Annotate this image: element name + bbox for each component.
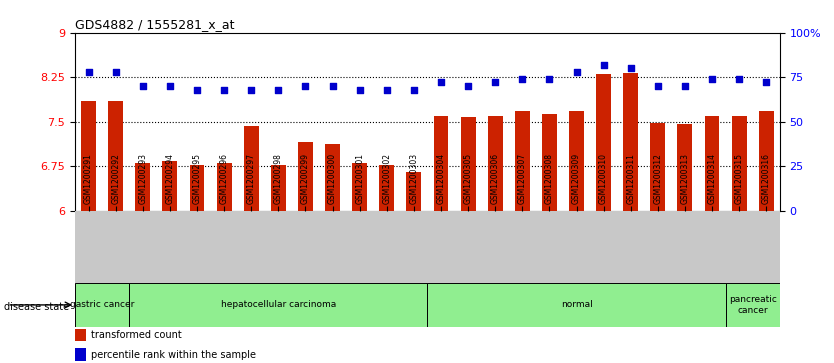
Point — [163, 83, 177, 89]
FancyBboxPatch shape — [428, 283, 726, 327]
Text: GDS4882 / 1555281_x_at: GDS4882 / 1555281_x_at — [75, 19, 234, 32]
Bar — [81, 101, 96, 211]
Text: pancreatic
cancer: pancreatic cancer — [729, 295, 776, 315]
Point — [760, 79, 773, 85]
Bar — [189, 166, 204, 211]
Bar — [75, 329, 86, 341]
Point — [651, 83, 665, 89]
Bar — [379, 166, 394, 211]
Point — [380, 87, 394, 93]
Bar — [434, 116, 449, 211]
Point — [82, 69, 95, 75]
Point — [461, 83, 475, 89]
Bar — [677, 124, 692, 211]
Point — [543, 76, 556, 82]
Point — [353, 87, 366, 93]
FancyBboxPatch shape — [726, 283, 780, 327]
Bar — [731, 116, 746, 211]
Bar — [623, 73, 638, 211]
Point — [732, 76, 746, 82]
FancyBboxPatch shape — [75, 283, 129, 327]
FancyBboxPatch shape — [129, 283, 428, 327]
Bar — [569, 111, 584, 211]
Bar — [135, 163, 150, 211]
Text: transformed count: transformed count — [91, 330, 181, 340]
Text: disease state: disease state — [4, 302, 69, 312]
Point — [326, 83, 339, 89]
Point — [489, 79, 502, 85]
Text: normal: normal — [560, 301, 592, 309]
Bar — [542, 114, 557, 211]
Point — [299, 83, 312, 89]
Bar — [352, 163, 367, 211]
Bar — [705, 116, 720, 211]
Bar — [406, 172, 421, 211]
Bar — [163, 161, 178, 211]
Bar — [596, 74, 611, 211]
Bar — [271, 166, 286, 211]
Bar — [460, 117, 475, 211]
Bar — [325, 144, 340, 211]
Point — [272, 87, 285, 93]
Bar — [488, 116, 503, 211]
Point — [597, 62, 610, 68]
Point — [706, 76, 719, 82]
Text: hepatocellular carcinoma: hepatocellular carcinoma — [221, 301, 336, 309]
Point — [190, 87, 203, 93]
Bar — [759, 111, 774, 211]
Point — [678, 83, 691, 89]
Bar — [244, 126, 259, 211]
Bar — [108, 101, 123, 211]
Point — [136, 83, 149, 89]
Point — [218, 87, 231, 93]
Point — [515, 76, 529, 82]
Bar — [298, 142, 313, 211]
Bar — [651, 123, 666, 211]
Point — [570, 69, 583, 75]
Text: percentile rank within the sample: percentile rank within the sample — [91, 350, 255, 360]
Point — [624, 65, 637, 71]
Text: gastric cancer: gastric cancer — [70, 301, 134, 309]
Point — [109, 69, 123, 75]
Point — [244, 87, 258, 93]
Bar — [75, 348, 86, 361]
Bar — [217, 163, 232, 211]
Bar — [515, 111, 530, 211]
Point — [435, 79, 448, 85]
Point — [407, 87, 420, 93]
